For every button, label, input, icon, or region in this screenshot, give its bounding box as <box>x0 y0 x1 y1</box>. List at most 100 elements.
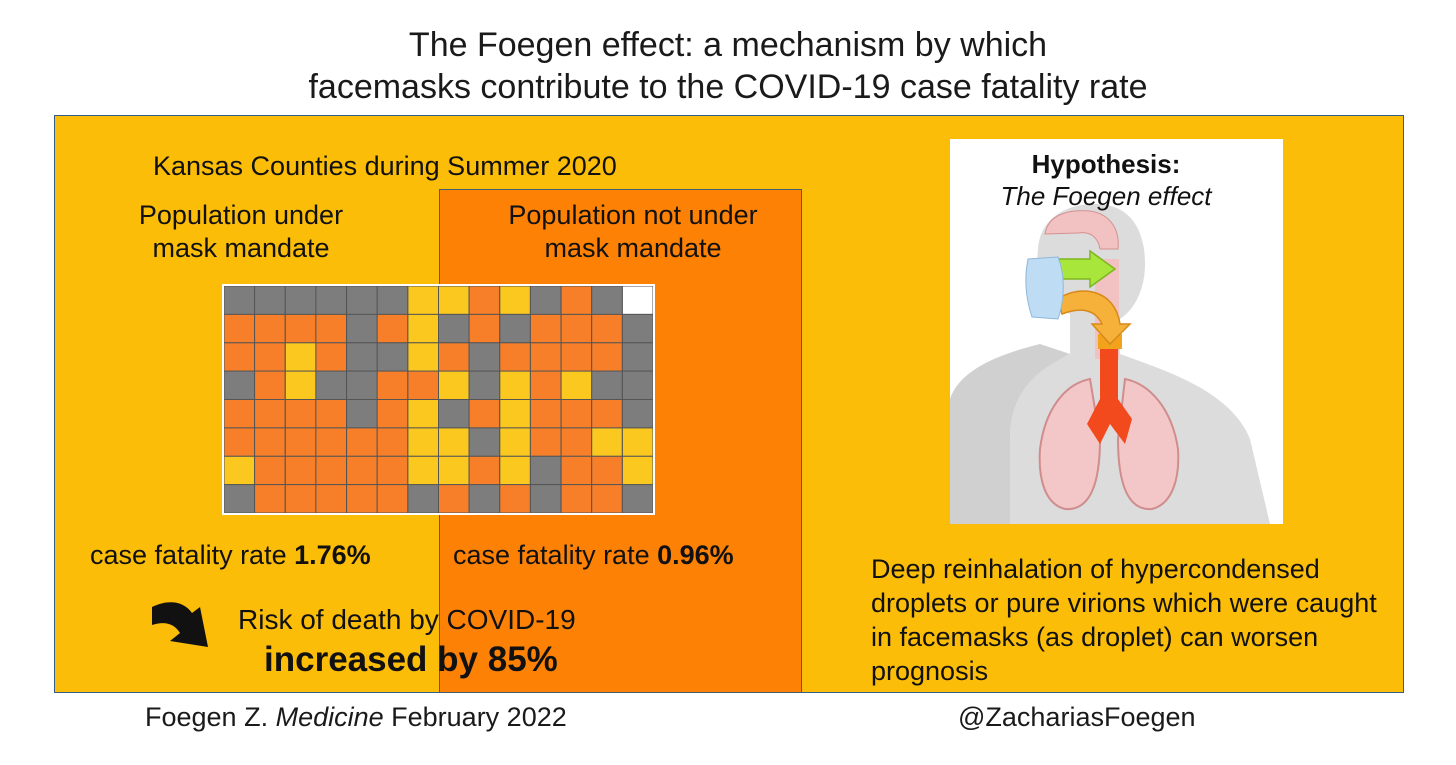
county-cell <box>284 286 317 315</box>
county-cell <box>591 370 623 400</box>
county-cell <box>621 427 653 457</box>
county-cell <box>529 370 562 400</box>
county-cell <box>407 286 439 315</box>
county-cell <box>407 455 439 486</box>
kansas-county-map <box>222 284 655 515</box>
county-cell <box>254 399 286 429</box>
mandate-label: Population under mask mandate <box>105 199 377 265</box>
county-cell <box>591 313 623 344</box>
county-cell <box>591 342 623 372</box>
county-cell <box>346 313 378 344</box>
title-line-2: facemasks contribute to the COVID-19 cas… <box>308 68 1148 106</box>
county-cell <box>438 484 470 513</box>
county-cell <box>346 342 378 372</box>
county-cell <box>254 342 286 372</box>
county-cell <box>621 342 653 372</box>
county-cell <box>254 370 286 400</box>
county-cell <box>224 342 256 372</box>
county-cell <box>621 286 653 315</box>
county-cell <box>224 399 256 429</box>
county-grid <box>224 286 653 513</box>
county-cell <box>591 427 623 457</box>
county-cell <box>438 370 470 400</box>
county-cell <box>499 399 531 429</box>
hypothesis-subtitle: The Foegen effect <box>1000 181 1212 211</box>
county-cell <box>621 455 653 486</box>
county-cell <box>560 484 593 513</box>
county-cell <box>224 313 256 344</box>
county-cell <box>254 427 286 457</box>
kansas-heading: Kansas Counties during Summer 2020 <box>153 151 617 181</box>
county-cell <box>591 455 623 486</box>
county-cell <box>621 370 653 400</box>
hypothesis-title: Hypothesis: <box>1031 149 1181 179</box>
county-cell <box>315 286 348 315</box>
mandate-label-line1: Population under <box>138 200 344 230</box>
county-cell <box>315 427 348 457</box>
county-cell <box>407 427 439 457</box>
county-cell <box>468 342 501 372</box>
main-title: The Foegen effect: a mechanism by which … <box>0 24 1456 108</box>
citation-author: Foegen Z. <box>145 702 276 732</box>
county-cell <box>315 342 348 372</box>
county-cell <box>438 427 470 457</box>
county-cell <box>468 427 501 457</box>
county-cell <box>346 399 378 429</box>
county-cell <box>560 427 593 457</box>
county-cell <box>315 455 348 486</box>
county-cell <box>346 427 378 457</box>
county-cell <box>376 286 409 315</box>
county-cell <box>438 313 470 344</box>
risk-value: increased by 85% <box>264 640 558 679</box>
county-cell <box>499 342 531 372</box>
county-cell <box>224 286 256 315</box>
hypothesis-description: Deep reinhalation of hypercondensed drop… <box>871 554 1377 686</box>
county-cell <box>376 399 409 429</box>
county-cell <box>376 455 409 486</box>
county-cell <box>376 370 409 400</box>
county-cell <box>315 399 348 429</box>
county-cell <box>224 484 256 513</box>
county-cell <box>468 484 501 513</box>
title-line-1: The Foegen effect: a mechanism by which <box>408 26 1048 64</box>
county-cell <box>315 313 348 344</box>
county-cell <box>560 455 593 486</box>
no-mandate-label: Population not under mask mandate <box>473 199 793 265</box>
county-cell <box>224 455 256 486</box>
county-cell <box>560 370 593 400</box>
county-cell <box>438 342 470 372</box>
county-cell <box>468 313 501 344</box>
cfr-no-mandate-value: 0.96% <box>657 540 734 570</box>
county-cell <box>438 455 470 486</box>
county-cell <box>560 286 593 315</box>
twitter-handle: @ZachariasFoegen <box>958 702 1196 732</box>
county-cell <box>591 399 623 429</box>
county-cell <box>499 286 531 315</box>
county-cell <box>529 427 562 457</box>
cfr-mandate-value: 1.76% <box>294 540 371 570</box>
county-cell <box>468 286 501 315</box>
county-cell <box>407 484 439 513</box>
county-cell <box>621 399 653 429</box>
county-cell <box>529 342 562 372</box>
county-cell <box>560 313 593 344</box>
county-cell <box>284 399 317 429</box>
county-cell <box>529 484 562 513</box>
county-cell <box>346 286 378 315</box>
county-cell <box>499 313 531 344</box>
no-mandate-label-line2: mask mandate <box>544 233 722 263</box>
cfr-mandate: case fatality rate 1.76% <box>90 540 371 571</box>
county-cell <box>284 484 317 513</box>
county-cell <box>284 455 317 486</box>
county-cell <box>407 370 439 400</box>
county-cell <box>468 370 501 400</box>
county-cell <box>376 484 409 513</box>
county-cell <box>376 342 409 372</box>
county-cell <box>254 286 286 315</box>
county-cell <box>499 370 531 400</box>
mandate-label-line2: mask mandate <box>152 233 330 263</box>
county-cell <box>529 399 562 429</box>
county-cell <box>560 399 593 429</box>
county-cell <box>560 342 593 372</box>
county-cell <box>284 427 317 457</box>
